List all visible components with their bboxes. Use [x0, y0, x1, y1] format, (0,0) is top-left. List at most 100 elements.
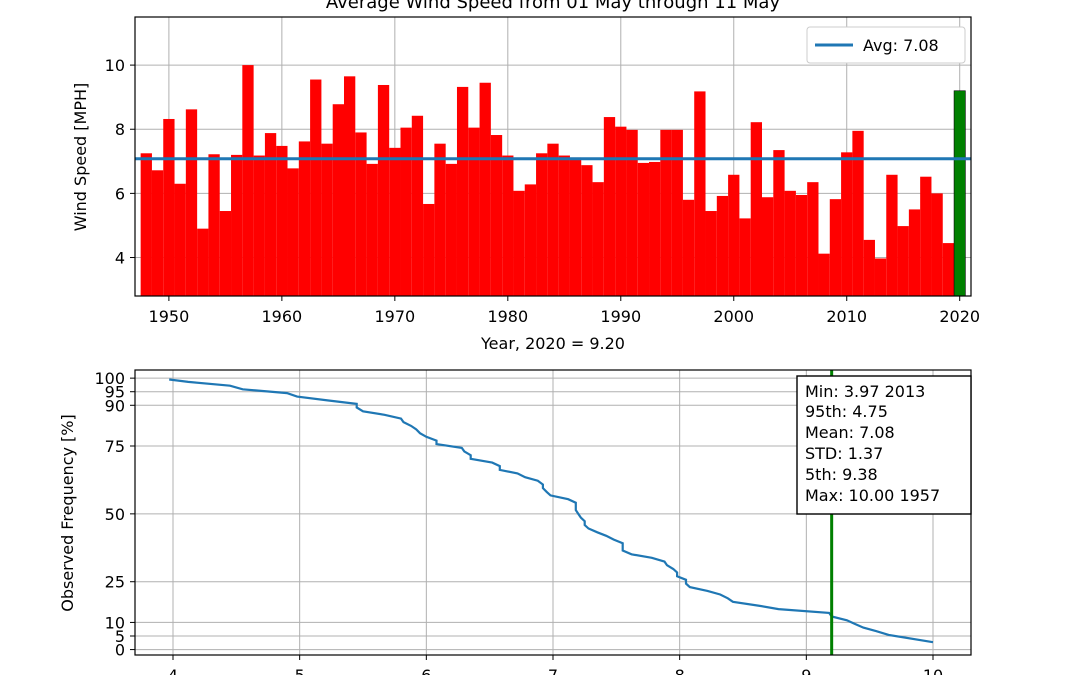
y-tick-label: 8: [115, 120, 125, 139]
bar: [423, 203, 435, 296]
stats-line: Mean: 7.08: [805, 423, 895, 442]
bar: [660, 129, 672, 296]
bar: [841, 152, 853, 296]
bar: [456, 86, 469, 297]
stats-line: 95th: 4.75: [805, 402, 888, 421]
y-axis-label: Observed Frequency [%]: [58, 414, 77, 612]
x-tick-label: 2010: [826, 307, 867, 326]
bar: [784, 190, 796, 296]
bar-chart: Average Wind Speed from 01 May through 1…: [71, 0, 980, 353]
bar: [694, 91, 706, 297]
bar: [445, 163, 457, 296]
stats-line: Max: 10.00 1957: [805, 486, 940, 505]
frequency-curve: [169, 378, 934, 644]
bar: [942, 243, 955, 296]
bar: [829, 199, 842, 296]
bar: [547, 143, 559, 296]
bar: [773, 150, 785, 296]
bar: [795, 194, 808, 296]
bar: [558, 155, 570, 296]
bar: [739, 218, 751, 296]
y-tick-label: 4: [115, 249, 125, 268]
bar: [920, 176, 932, 296]
y-tick-label: 50: [105, 505, 125, 524]
legend: Avg: 7.08: [806, 26, 966, 64]
bar: [682, 199, 695, 296]
y-tick-label: 75: [105, 437, 125, 456]
chart-title: Average Wind Speed from 01 May through 1…: [326, 0, 781, 13]
bar: [355, 132, 367, 296]
bar-current-year: [953, 90, 966, 297]
bar: [400, 127, 412, 296]
bar: [581, 165, 593, 296]
bar: [615, 126, 627, 296]
bar: [174, 183, 186, 296]
bar: [908, 209, 921, 296]
x-tick-label: 4: [168, 666, 178, 675]
bar: [897, 226, 909, 296]
y-tick-label: 25: [105, 573, 125, 592]
bar: [276, 145, 288, 296]
bar: [332, 104, 344, 296]
x-tick-label: 5: [295, 666, 305, 675]
stats-line: Min: 3.97 2013: [805, 382, 925, 401]
bar: [513, 190, 525, 296]
x-tick-label: 1950: [149, 307, 190, 326]
bar: [592, 182, 604, 296]
x-tick-label: 2000: [713, 307, 754, 326]
frequency-chart: 4567891005102550759095100 Min: 3.97 2013…: [58, 369, 972, 675]
x-tick-label: 6: [421, 666, 431, 675]
bar: [626, 129, 638, 296]
stats-line: 5th: 9.38: [805, 465, 878, 484]
bar: [671, 129, 683, 296]
bar: [151, 170, 164, 296]
y-tick-label: 100: [94, 369, 125, 388]
x-tick-label: 1980: [487, 307, 528, 326]
x-tick-label: 8: [675, 666, 685, 675]
bar: [208, 154, 220, 296]
bar: [536, 153, 548, 296]
bar: [750, 122, 762, 296]
bar: [852, 130, 864, 296]
x-tick-label: 7: [548, 666, 558, 675]
x-tick-label: 2020: [939, 307, 980, 326]
bar: [321, 143, 333, 296]
bar: [649, 161, 661, 296]
bar: [411, 115, 424, 296]
bar: [603, 117, 616, 296]
x-tick-label: 1990: [600, 307, 641, 326]
y-tick-label: 0: [115, 641, 125, 660]
y-tick-label: 10: [105, 613, 125, 632]
bar: [931, 193, 943, 296]
bar: [344, 76, 356, 297]
bar: [886, 174, 898, 296]
y-tick-label: 5: [115, 627, 125, 646]
bar: [716, 195, 729, 296]
bar: [490, 135, 503, 296]
bar: [807, 182, 819, 296]
x-tick-label: 10: [923, 666, 943, 675]
bar: [377, 84, 390, 296]
bar: [389, 147, 401, 296]
stats-box-frame: [796, 375, 972, 515]
bar: [163, 118, 175, 296]
bar: [637, 162, 650, 296]
bar: [863, 239, 875, 296]
x-axis-label: Year, 2020 = 9.20: [480, 334, 625, 353]
bar: [253, 155, 265, 296]
bar: [298, 141, 311, 296]
bar: [434, 143, 446, 296]
bar: [762, 197, 774, 296]
bar: [705, 211, 717, 296]
bar: [140, 153, 152, 296]
stats-line: STD: 1.37: [805, 444, 883, 463]
y-axis-label: Wind Speed [MPH]: [71, 83, 90, 232]
x-tick-label: 1970: [374, 307, 415, 326]
bar: [242, 65, 254, 296]
bar: [366, 163, 378, 296]
y-tick-label: 90: [105, 396, 125, 415]
bar: [219, 211, 232, 296]
bar: [287, 168, 299, 296]
x-tick-label: 1960: [262, 307, 303, 326]
